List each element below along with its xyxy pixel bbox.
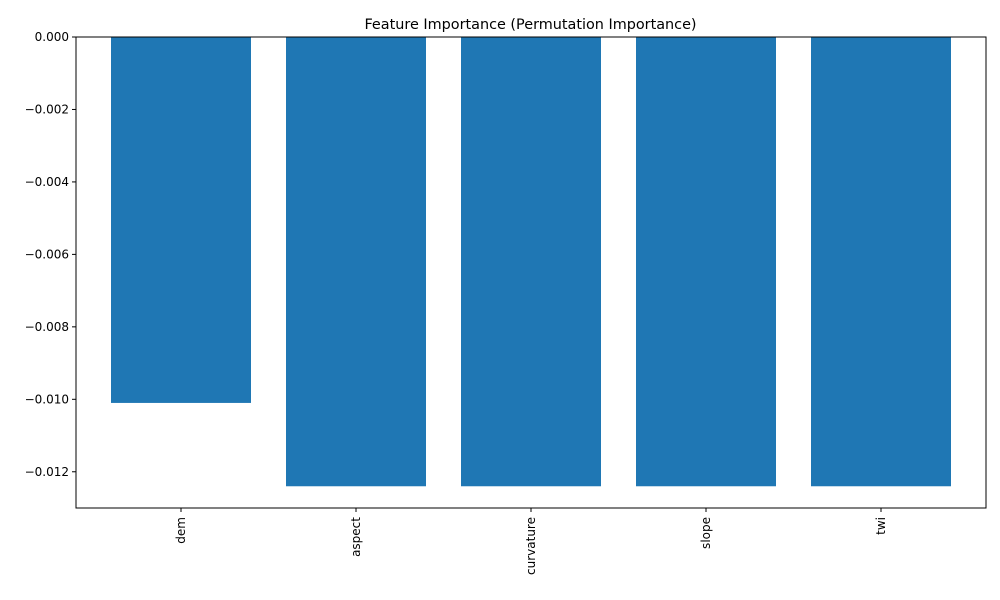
- x-tick-label-slope: slope: [699, 517, 713, 549]
- bar-curvature: [461, 37, 601, 487]
- x-tick-label-aspect: aspect: [349, 517, 363, 557]
- x-tick-label-dem: dem: [174, 517, 188, 544]
- x-tick-label-curvature: curvature: [524, 517, 538, 575]
- y-tick-label: −0.008: [25, 320, 69, 334]
- x-tick-label-twi: twi: [874, 517, 888, 535]
- bar-series: [111, 37, 951, 487]
- bar-dem: [111, 37, 251, 403]
- bar-slope: [636, 37, 776, 487]
- y-tick-label: 0.000: [35, 30, 69, 44]
- y-tick-label: −0.006: [25, 247, 69, 261]
- y-axis: 0.000 −0.002 −0.004 −0.006 −0.008 −0.010 −0.01…: [25, 30, 76, 479]
- y-tick-label: −0.004: [25, 175, 69, 189]
- y-tick-label: −0.012: [25, 465, 69, 479]
- y-tick-label: −0.002: [25, 102, 69, 116]
- y-tick-label: −0.010: [25, 392, 69, 406]
- bar-twi: [811, 37, 951, 487]
- x-axis: dem aspect curvature slope twi: [174, 508, 888, 575]
- bar-aspect: [286, 37, 426, 487]
- plot-area-frame: [75, 36, 987, 509]
- chart-title: Feature Importance (Permutation Importan…: [364, 17, 696, 33]
